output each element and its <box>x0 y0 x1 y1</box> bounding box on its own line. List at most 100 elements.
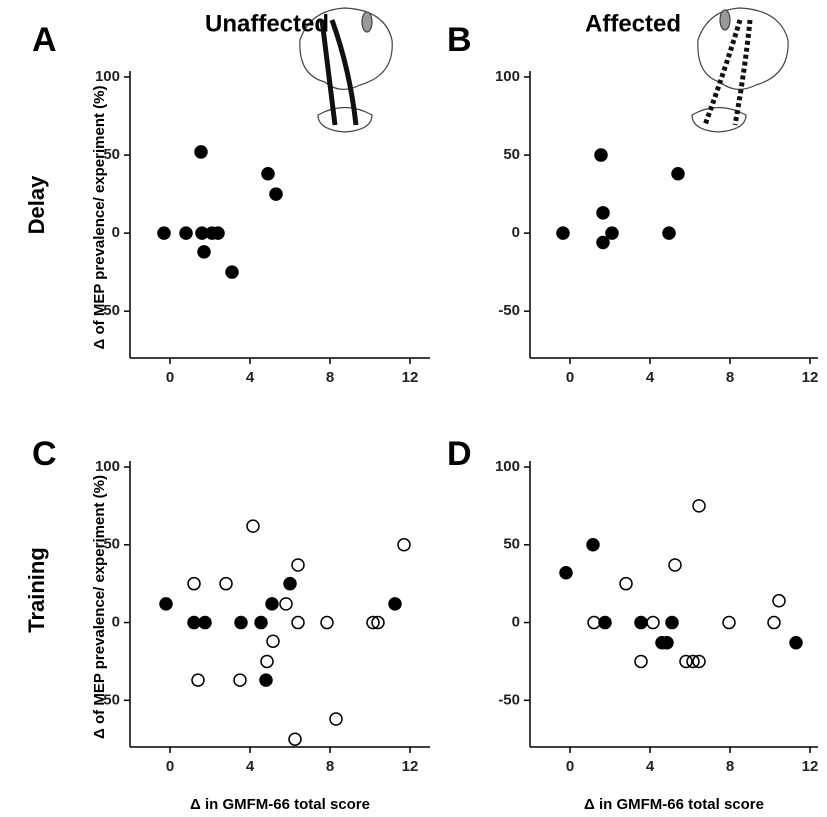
y-tick-label: -50 <box>98 302 120 319</box>
point <box>586 538 600 552</box>
point <box>634 615 648 630</box>
point <box>772 594 786 608</box>
point <box>619 576 633 591</box>
point <box>211 226 225 240</box>
point <box>679 654 693 669</box>
x-tick-label: 8 <box>326 369 334 386</box>
point <box>686 654 700 669</box>
point <box>397 538 411 552</box>
x-tick-label: 12 <box>402 758 419 775</box>
point <box>692 499 706 513</box>
x-axis-label: Δ in GMFM-66 total score <box>190 796 370 813</box>
point <box>660 636 674 650</box>
x-tick-label: 8 <box>726 758 734 775</box>
y-tick-label: -50 <box>498 691 520 708</box>
point <box>634 654 648 669</box>
point <box>662 226 676 240</box>
point <box>254 615 268 630</box>
point <box>283 576 297 591</box>
point <box>598 615 612 630</box>
point <box>371 615 385 630</box>
x-tick-label: 4 <box>246 369 255 386</box>
point <box>234 615 248 630</box>
x-tick-label: 0 <box>166 758 174 775</box>
point <box>261 167 275 181</box>
y-tick-label: 100 <box>95 458 120 475</box>
point <box>320 615 334 630</box>
point <box>266 634 280 648</box>
y-tick-label: 0 <box>112 224 120 241</box>
x-tick-label: 4 <box>646 369 655 386</box>
x-tick-label: 4 <box>246 758 255 775</box>
point <box>668 558 682 572</box>
point <box>179 226 193 240</box>
point <box>291 615 305 630</box>
point <box>559 566 573 580</box>
point <box>233 673 247 687</box>
point <box>556 226 570 240</box>
panel-title: Unaffected <box>205 10 329 37</box>
x-tick-label: 8 <box>326 758 334 775</box>
point <box>596 235 610 250</box>
point <box>596 206 610 220</box>
point <box>269 187 283 201</box>
point <box>157 226 171 240</box>
y-tick-label: 50 <box>503 146 520 163</box>
point <box>265 597 279 611</box>
point <box>605 226 619 240</box>
point <box>219 576 233 591</box>
point <box>671 167 685 181</box>
panel-letter: C <box>32 435 57 473</box>
point <box>692 654 706 669</box>
y-tick-label: 100 <box>495 458 520 475</box>
y-tick-label: -50 <box>98 691 120 708</box>
y-tick-label: 0 <box>512 614 520 631</box>
panel-letter: B <box>447 21 472 59</box>
point <box>288 732 302 746</box>
y-axis-label: Δ of MEP prevalence/ experiment (%) <box>91 475 108 739</box>
y-tick-label: 50 <box>503 536 520 553</box>
point <box>187 576 201 591</box>
point <box>646 615 660 630</box>
x-tick-label: 8 <box>726 369 734 386</box>
point <box>198 615 212 630</box>
brain-icon <box>691 7 789 133</box>
point <box>722 615 736 630</box>
point <box>366 615 380 630</box>
x-tick-label: 0 <box>566 758 574 775</box>
point <box>246 519 260 533</box>
x-axis-label: Δ in GMFM-66 total score <box>584 796 764 813</box>
point <box>594 148 608 162</box>
point <box>291 558 305 572</box>
point <box>191 673 205 687</box>
point <box>665 615 679 630</box>
point <box>260 654 274 669</box>
row-label: Training <box>24 547 49 633</box>
x-tick-label: 0 <box>566 369 574 386</box>
point <box>587 615 601 630</box>
row-label: Delay <box>24 175 49 234</box>
x-tick-label: 12 <box>802 758 819 775</box>
point <box>388 597 402 611</box>
x-tick-label: 0 <box>166 369 174 386</box>
y-tick-label: 50 <box>103 536 120 553</box>
y-tick-label: 100 <box>495 68 520 85</box>
point <box>259 673 273 687</box>
y-tick-label: 0 <box>512 224 520 241</box>
panel-title: Affected <box>585 10 681 37</box>
point <box>197 245 211 259</box>
point <box>279 597 293 611</box>
panel-letter: A <box>32 21 57 59</box>
point <box>767 615 781 630</box>
panel-letter: D <box>447 435 472 473</box>
y-tick-label: 0 <box>112 614 120 631</box>
point <box>789 636 803 650</box>
y-tick-label: -50 <box>498 302 520 319</box>
point <box>159 597 173 611</box>
x-tick-label: 12 <box>802 369 819 386</box>
point <box>225 265 239 279</box>
x-tick-label: 4 <box>646 758 655 775</box>
point <box>187 615 201 630</box>
x-tick-label: 12 <box>402 369 419 386</box>
